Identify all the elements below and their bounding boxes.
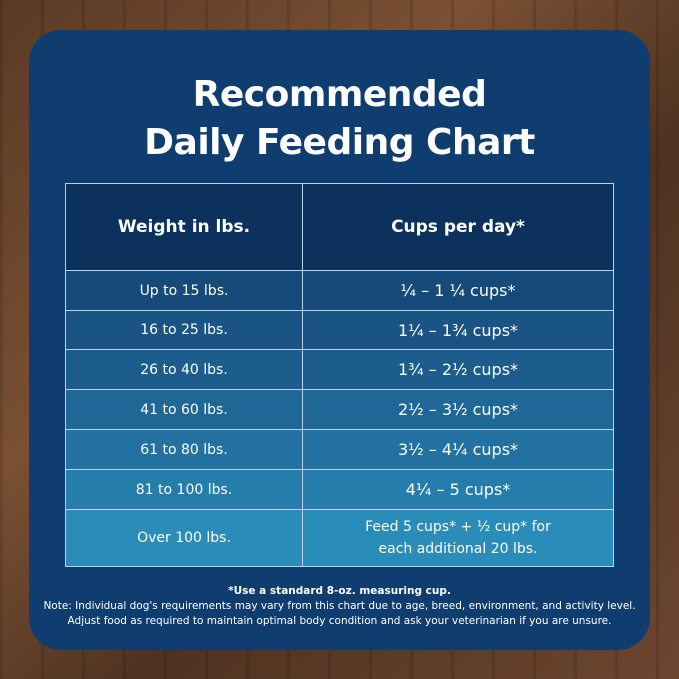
cups-line: Feed 5 cups* + ½ cup* for — [365, 519, 551, 535]
cups-line: 1¾ – 2½ cups* — [397, 360, 519, 379]
cups-cell: 1¼ – 1¾ cups* — [302, 310, 614, 350]
cups-cell: 3½ – 4¼ cups* — [302, 429, 614, 470]
weight-cell: Up to 15 lbs. — [65, 270, 303, 311]
table-row: Up to 15 lbs. ¼ – 1 ¼ cups* — [65, 270, 614, 311]
feeding-table: Weight in lbs. Cups per day* Up to 15 lb… — [65, 183, 614, 567]
cups-line: each additional 20 lbs. — [378, 541, 538, 557]
table-row: Over 100 lbs. Feed 5 cups* + ½ cup* for ea… — [65, 509, 614, 567]
table-row: 26 to 40 lbs. 1¾ – 2½ cups* — [65, 349, 614, 390]
cups-cell: Feed 5 cups* + ½ cup* for each additional… — [302, 509, 614, 567]
table-row: 81 to 100 lbs. 4¼ – 5 cups* — [65, 469, 614, 510]
note: *Use a standard 8-oz. measuring cup. — [228, 585, 451, 597]
weight-cell: Over 100 lbs. — [65, 509, 303, 567]
table-row: 16 to 25 lbs. 1¼ – 1¾ cups* — [65, 310, 614, 350]
weight-cell: 81 to 100 lbs. — [65, 469, 303, 510]
table-body: Up to 15 lbs. ¼ – 1 ¼ cups* 16 to 25 lbs. 1… — [65, 270, 614, 567]
table-row: 41 to 60 lbs. 2½ – 3½ cups* — [65, 389, 614, 430]
table-row: 61 to 80 lbs. 3½ – 4¼ cups* — [65, 429, 614, 470]
card: Recommended Daily Feeding Chart Weight i… — [29, 30, 650, 650]
title: Daily Feeding Chart — [144, 122, 535, 163]
weight-cell: 16 to 25 lbs. — [65, 310, 303, 350]
title: Recommended — [192, 74, 487, 115]
cups-cell: 4¼ – 5 cups* — [302, 469, 614, 510]
header-cell: Cups per day* — [302, 183, 614, 271]
cups-line: 1¼ – 1¾ cups* — [397, 320, 519, 340]
cups-line: 4¼ – 5 cups* — [405, 480, 511, 499]
weight-cell: 41 to 60 lbs. — [65, 389, 303, 430]
cups-line: 3½ – 4¼ cups* — [397, 440, 519, 459]
note: Adjust food as required to maintain opti… — [67, 615, 612, 627]
header-cell: Weight in lbs. — [65, 183, 303, 271]
cups-line: 2½ – 3½ cups* — [397, 400, 519, 419]
weight-cell: 61 to 80 lbs. — [65, 429, 303, 470]
weight-cell: 26 to 40 lbs. — [65, 349, 303, 390]
header-row: Weight in lbs. Cups per day* — [65, 183, 614, 271]
cups-cell: ¼ – 1 ¼ cups* — [302, 270, 614, 311]
cups-cell: 2½ – 3½ cups* — [302, 389, 614, 430]
cups-cell: 1¾ – 2½ cups* — [302, 349, 614, 390]
note: Note: Individual dog's requirements may … — [43, 600, 636, 612]
cups-line: ¼ – 1 ¼ cups* — [400, 281, 516, 300]
